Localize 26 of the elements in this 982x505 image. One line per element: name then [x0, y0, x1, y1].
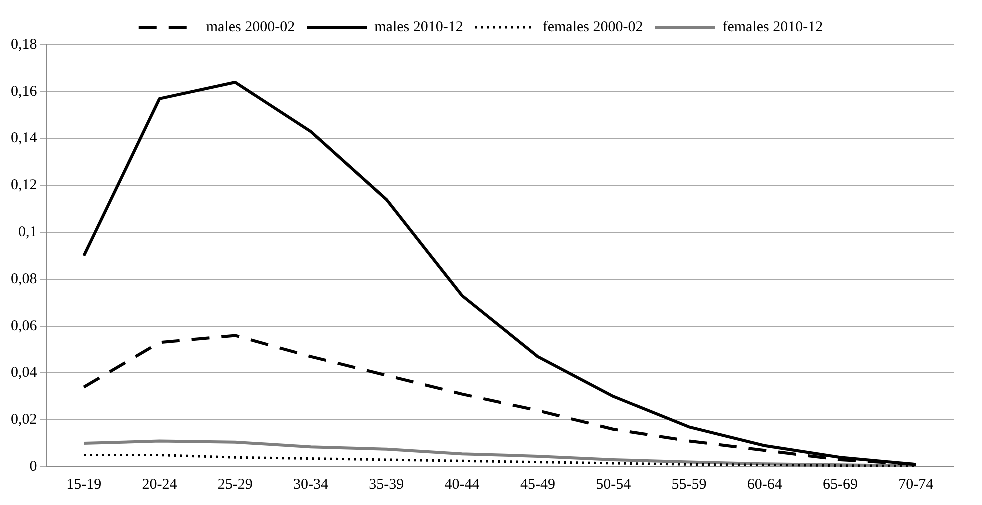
y-tick-label: 0,04: [11, 365, 38, 382]
x-tick-label: 55-59: [672, 476, 707, 493]
x-tick-label: 30-34: [294, 476, 330, 493]
legend-label: males 2000-02: [206, 19, 296, 36]
x-tick-label: 20-24: [142, 476, 178, 493]
y-tick-label: 0: [30, 458, 38, 475]
x-tick-label: 70-74: [898, 476, 934, 493]
legend-label: females 2000-02: [542, 19, 644, 36]
y-tick-label: 0,08: [11, 271, 38, 288]
y-tick-label: 0,16: [11, 84, 38, 100]
legend-label: females 2010-12: [722, 19, 824, 36]
y-tick-label: 0,18: [11, 36, 38, 53]
x-tick-label: 15-19: [66, 476, 102, 493]
x-tick-label: 65-69: [823, 476, 858, 493]
x-tick-label: 50-54: [596, 476, 632, 493]
y-tick-label: 0,1: [18, 224, 38, 240]
x-tick-label: 35-39: [369, 476, 404, 493]
x-tick-label: 45-49: [520, 476, 556, 493]
y-tick-label: 0,02: [11, 412, 38, 428]
legend-label: males 2010-12: [374, 19, 464, 36]
x-tick-label: 40-44: [444, 476, 480, 493]
x-tick-label: 60-64: [747, 476, 783, 493]
x-tick-label: 25-29: [218, 476, 253, 493]
y-tick-label: 0,06: [11, 318, 38, 334]
y-tick-label: 0,12: [11, 178, 38, 194]
y-tick-label: 0,14: [11, 130, 38, 147]
